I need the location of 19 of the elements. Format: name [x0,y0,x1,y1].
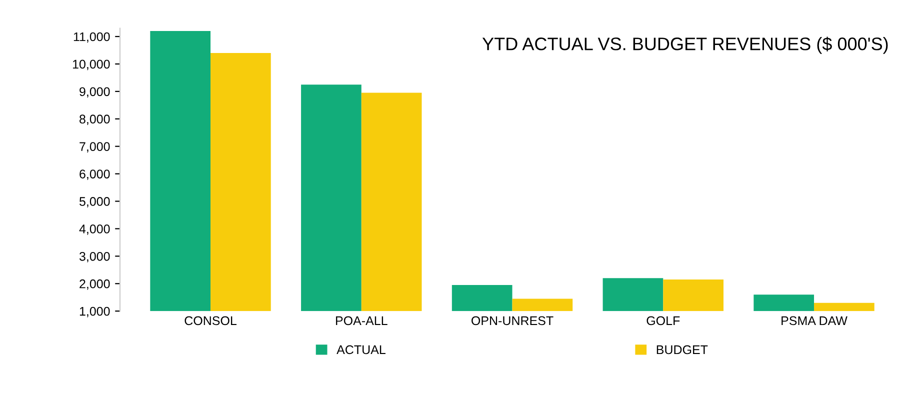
y-tick-label: 8,000 [80,114,110,126]
y-tick-label: 10,000 [72,60,110,70]
legend-label: ACTUAL [336,345,386,354]
x-tick-label: GOLF [646,316,680,326]
x-tick-label: PSMA DAW [782,316,848,326]
x-tick-label: OPN-UNREST [472,316,554,326]
y-tick-label: 11,000 [74,32,110,43]
x-tick-label: CONSOL [184,316,236,326]
y-tick-label: 5,000 [79,197,110,208]
y-tick-label: 3,000 [79,252,110,262]
y-tick-label: 2,000 [80,279,110,290]
legend-label: BUDGET [656,345,708,354]
x-tick-label: POA-ALL [336,316,388,326]
y-tick-label: 6,000 [80,170,110,180]
y-tick-label: 7,000 [80,142,110,152]
chart-title: YTD ACTUAL VS. BUDGET REVENUES ($ 000'S) [482,36,888,54]
y-tick-label: 1,000 [80,306,110,318]
y-tick-label: 4,000 [79,224,110,235]
y-tick-label: 9,000 [80,87,110,98]
